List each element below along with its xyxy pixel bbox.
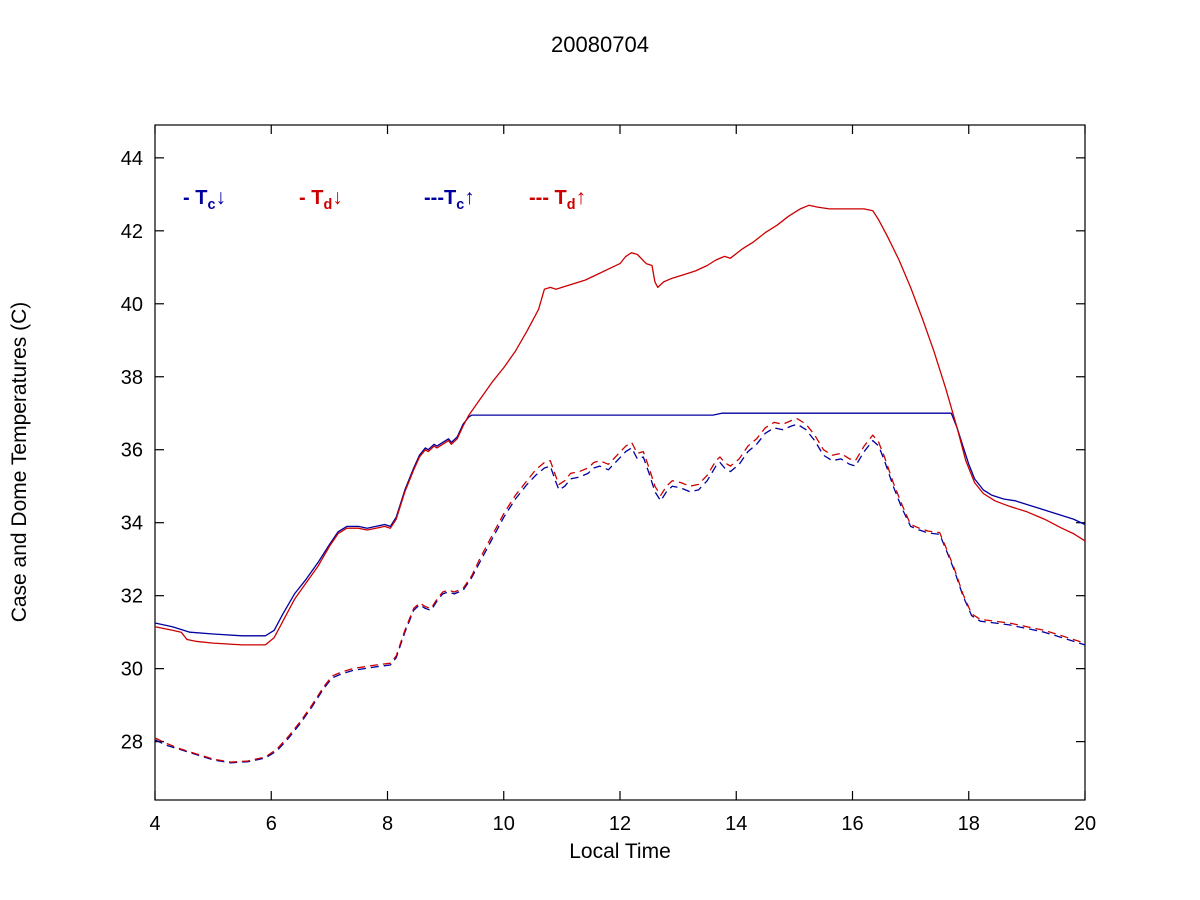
legend-item-tc-up: ---Tc↑ (424, 186, 475, 213)
y-tick-label: 36 (121, 440, 143, 462)
y-tick-label: 30 (121, 659, 143, 681)
y-tick-label: 38 (121, 367, 143, 389)
legend-item-tc-down: - Tc↓ (183, 186, 226, 213)
legend-dash: - (183, 187, 196, 209)
series-line-td-up (154, 418, 1086, 763)
down-arrow-icon: ↓ (332, 186, 343, 209)
series-line-tc-up (154, 423, 1086, 764)
legend-subscript: d (323, 197, 333, 213)
legend-item-td-up: --- Td↑ (529, 186, 586, 213)
up-arrow-icon: ↑ (464, 186, 475, 209)
legend-dash: --- (424, 187, 444, 209)
x-tick-label: 16 (841, 813, 863, 835)
legend-dash: - (299, 187, 312, 209)
y-tick-label: 42 (121, 221, 143, 243)
down-arrow-icon: ↓ (215, 186, 226, 209)
axes-box (154, 124, 1086, 801)
x-tick-label: 12 (609, 813, 631, 835)
legend-subscript: d (566, 197, 576, 213)
y-tick-label: 28 (121, 732, 143, 754)
x-tick-label: 8 (382, 813, 393, 835)
legend-symbol: T (554, 187, 567, 209)
x-tick-label: 18 (958, 813, 980, 835)
y-tick-label: 34 (121, 513, 143, 535)
x-axis-label: Local Time (569, 840, 671, 863)
legend-symbol: T (443, 187, 457, 209)
legend-symbol: T (311, 187, 324, 209)
x-tick-label: 10 (493, 813, 515, 835)
series-line-td-down (154, 204, 1086, 646)
y-tick-label: 44 (121, 148, 143, 170)
legend-subscript: c (207, 197, 216, 213)
legend-item-td-down: - Td↓ (299, 186, 343, 213)
chart-title: 20080704 (551, 32, 649, 57)
x-tick-label: 20 (1074, 813, 1096, 835)
legend-subscript: c (456, 197, 465, 213)
x-tick-label: 6 (266, 813, 277, 835)
x-tick-label: 4 (149, 813, 160, 835)
legend: - Tc↓ - Td↓ ---Tc↑ --- Td↑ (0, 186, 1200, 216)
legend-dash: --- (529, 187, 555, 209)
y-tick-label: 32 (121, 586, 143, 608)
up-arrow-icon: ↑ (575, 186, 587, 209)
legend-symbol: T (195, 187, 208, 209)
y-tick-label: 40 (121, 294, 143, 316)
x-tick-label: 14 (725, 813, 747, 835)
series-line-tc-down (154, 412, 1086, 637)
